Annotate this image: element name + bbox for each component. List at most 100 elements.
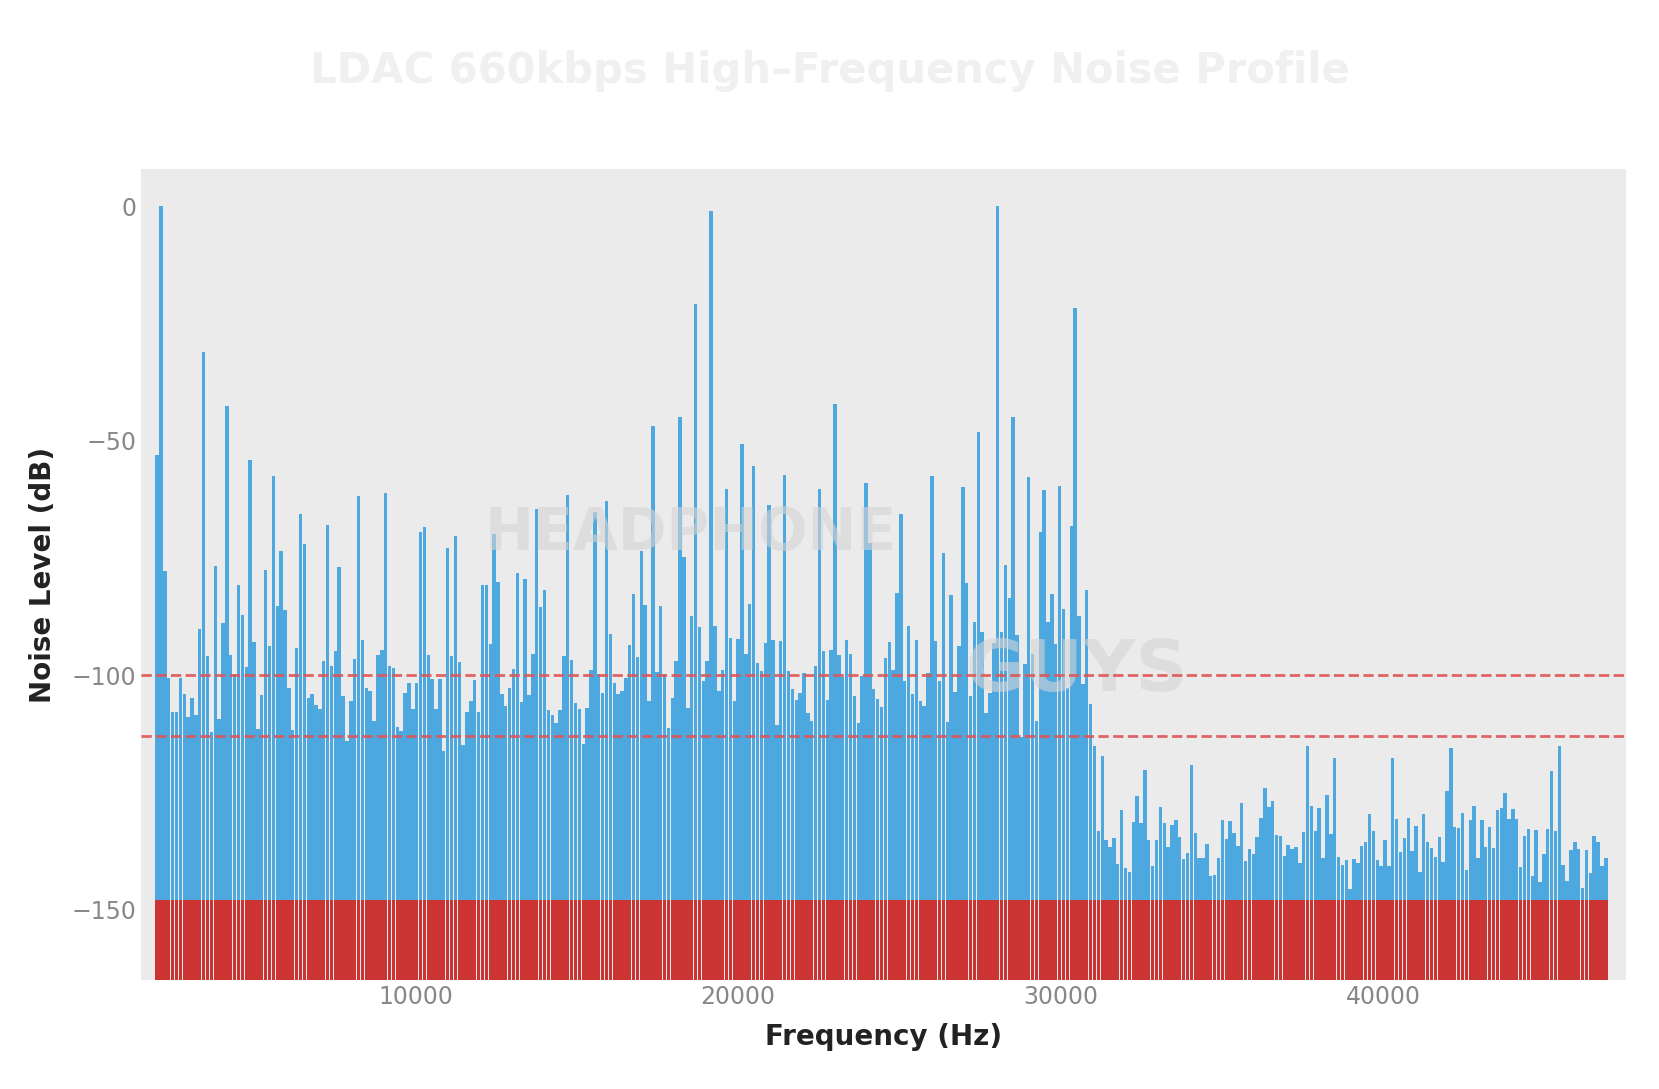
Bar: [1480, 820, 1483, 901]
Bar: [418, 531, 423, 901]
Bar: [252, 641, 255, 901]
Bar: [826, 901, 830, 980]
Bar: [1112, 901, 1115, 980]
Bar: [815, 901, 818, 980]
Bar: [1291, 901, 1294, 980]
Bar: [536, 901, 539, 980]
Bar: [1120, 901, 1123, 980]
Bar: [931, 901, 934, 980]
Bar: [931, 476, 934, 901]
Bar: [652, 901, 655, 980]
Bar: [1317, 808, 1321, 901]
Bar: [290, 901, 294, 980]
Bar: [430, 678, 435, 901]
Bar: [620, 692, 624, 901]
Bar: [1538, 901, 1541, 980]
Bar: [989, 693, 992, 901]
Bar: [423, 901, 426, 980]
Bar: [856, 901, 859, 980]
Bar: [1244, 861, 1248, 901]
Bar: [476, 901, 481, 980]
Bar: [1065, 687, 1068, 901]
Bar: [752, 901, 755, 980]
Bar: [1450, 748, 1453, 901]
Bar: [1596, 842, 1599, 901]
Bar: [1438, 901, 1442, 980]
Bar: [499, 901, 504, 980]
Bar: [722, 901, 725, 980]
Bar: [830, 650, 833, 901]
Bar: [1535, 831, 1538, 901]
Bar: [640, 551, 644, 901]
Bar: [868, 542, 871, 901]
Bar: [899, 901, 902, 980]
Bar: [577, 901, 581, 980]
Bar: [1077, 901, 1080, 980]
Bar: [1384, 901, 1387, 980]
Bar: [284, 610, 287, 901]
Bar: [1131, 822, 1135, 901]
Bar: [1535, 901, 1538, 980]
Bar: [377, 654, 380, 901]
Bar: [1526, 829, 1530, 901]
Bar: [652, 426, 655, 901]
Bar: [1015, 901, 1019, 980]
Bar: [226, 406, 229, 901]
Bar: [322, 661, 325, 901]
Bar: [571, 660, 574, 901]
Bar: [221, 901, 224, 980]
Bar: [629, 901, 632, 980]
Bar: [795, 901, 798, 980]
Bar: [229, 656, 232, 901]
Bar: [896, 901, 899, 980]
Bar: [519, 702, 523, 901]
Bar: [496, 582, 499, 901]
Bar: [1163, 901, 1166, 980]
Bar: [966, 584, 969, 901]
Bar: [775, 724, 778, 901]
Bar: [1430, 848, 1433, 901]
Bar: [821, 901, 825, 980]
Bar: [392, 668, 395, 901]
Bar: [426, 901, 430, 980]
Bar: [264, 570, 267, 901]
Bar: [1453, 827, 1457, 901]
Bar: [1140, 823, 1143, 901]
Bar: [710, 211, 713, 901]
Bar: [469, 701, 473, 901]
Bar: [791, 689, 795, 901]
Bar: [1279, 901, 1282, 980]
Bar: [757, 663, 760, 901]
Bar: [1317, 901, 1321, 980]
Bar: [1186, 854, 1190, 901]
Bar: [1321, 901, 1326, 980]
Bar: [589, 670, 592, 901]
Bar: [1578, 901, 1581, 980]
Bar: [1070, 526, 1073, 901]
Bar: [1088, 705, 1092, 901]
Bar: [380, 650, 383, 901]
Bar: [1418, 872, 1422, 901]
Bar: [516, 901, 519, 980]
Bar: [1262, 901, 1267, 980]
Bar: [1062, 901, 1065, 980]
Bar: [1465, 901, 1468, 980]
Bar: [1404, 901, 1407, 980]
Bar: [1306, 901, 1309, 980]
Text: LDAC 660kbps High–Frequency Noise Profile: LDAC 660kbps High–Frequency Noise Profil…: [310, 50, 1349, 91]
Bar: [1274, 834, 1279, 901]
Bar: [1523, 836, 1526, 901]
Bar: [745, 901, 748, 980]
Bar: [586, 901, 589, 980]
Bar: [1024, 664, 1027, 901]
Bar: [310, 901, 314, 980]
Bar: [1578, 849, 1581, 901]
Bar: [337, 901, 340, 980]
Bar: [380, 901, 383, 980]
Bar: [450, 656, 453, 901]
Bar: [1053, 901, 1057, 980]
Bar: [1030, 654, 1034, 901]
Bar: [465, 712, 469, 901]
Bar: [1108, 847, 1112, 901]
Bar: [771, 639, 775, 901]
